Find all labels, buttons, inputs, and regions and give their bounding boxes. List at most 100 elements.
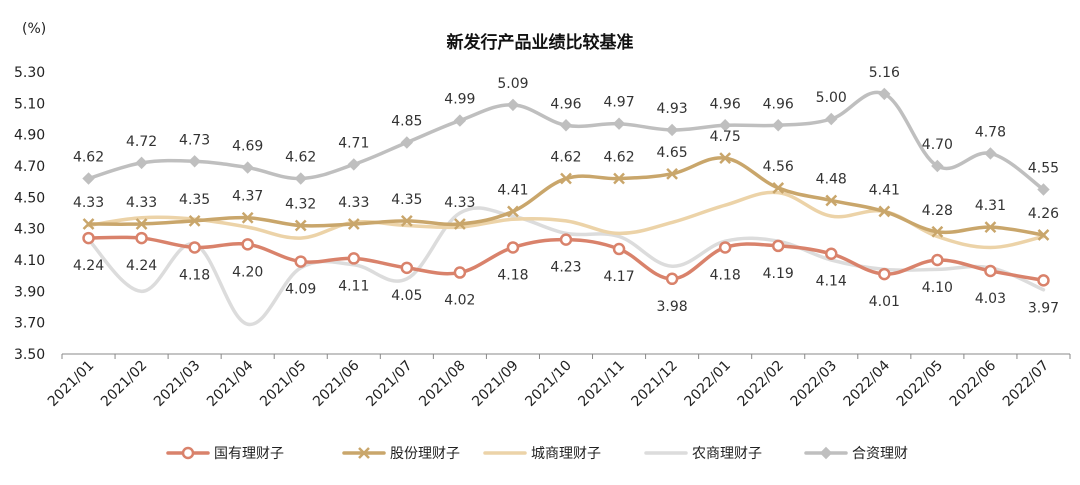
- x-tick-label: 2022/06: [947, 357, 1000, 410]
- series-4-marker: [135, 156, 148, 170]
- data-label: 3.97: [1028, 300, 1059, 316]
- legend-label: 合资理财: [852, 446, 908, 462]
- data-label: 4.35: [391, 192, 422, 208]
- data-label: 4.32: [285, 197, 316, 213]
- x-tick-label: 2021/08: [416, 358, 468, 410]
- legend-item: 国有理财子: [166, 446, 284, 462]
- data-label: 4.48: [816, 171, 847, 187]
- series-4-marker: [506, 98, 520, 112]
- x-tick-label: 2021/05: [257, 358, 309, 410]
- series-1-marker: [984, 221, 997, 233]
- data-label: 4.10: [922, 280, 953, 296]
- x-tick-label: 2021/09: [469, 358, 521, 410]
- data-label: 4.99: [444, 92, 475, 108]
- data-label: 4.01: [869, 294, 900, 310]
- y-tick-label: 3.70: [14, 316, 45, 332]
- series-4-marker: [612, 117, 626, 130]
- series-0-marker: [1037, 274, 1050, 287]
- data-label: 4.78: [975, 124, 1006, 140]
- y-tick-label: 4.90: [14, 128, 45, 144]
- series-4-marker: [1037, 183, 1050, 196]
- series-1-marker: [358, 447, 370, 459]
- data-label: 4.26: [1028, 206, 1059, 222]
- y-tick-label: 5.30: [14, 65, 45, 81]
- x-tick-label: 2021/01: [45, 358, 97, 410]
- y-tick-label: 4.70: [14, 159, 45, 175]
- legend-label: 股份理财子: [390, 446, 460, 462]
- series-1-marker: [719, 152, 732, 165]
- series-4-marker: [347, 158, 360, 171]
- data-label: 4.33: [444, 195, 475, 211]
- data-label: 4.41: [497, 182, 528, 198]
- data-label: 4.56: [763, 159, 794, 175]
- series-4-marker: [188, 155, 201, 168]
- series-1-marker: [1037, 229, 1050, 241]
- y-tick-label: 5.10: [14, 96, 45, 112]
- data-label: 4.62: [73, 150, 104, 166]
- x-tick-label: 2022/05: [894, 358, 946, 410]
- series-1-marker: [825, 194, 838, 207]
- data-label: 4.24: [73, 258, 104, 274]
- data-label: 4.31: [975, 198, 1006, 214]
- chart-title: 新发行产品业绩比较基准: [447, 32, 634, 53]
- series-4-marker: [984, 147, 997, 160]
- data-label: 4.96: [763, 96, 794, 112]
- series-0: [82, 231, 1050, 287]
- series-0-marker: [559, 233, 573, 246]
- series-0-marker: [931, 253, 944, 267]
- legend-item: 农商理财子: [644, 446, 762, 462]
- data-label: 4.18: [179, 267, 210, 283]
- data-label: 5.00: [816, 90, 847, 106]
- series-0-marker: [82, 231, 95, 245]
- series-0-marker: [612, 242, 626, 256]
- series-1-marker: [613, 172, 625, 185]
- series-1-marker: [294, 219, 307, 232]
- series-4-marker: [294, 172, 307, 185]
- series-1-marker: [135, 218, 148, 230]
- data-label: 4.70: [922, 137, 953, 153]
- series-0-marker: [771, 239, 785, 253]
- data-label: 4.97: [603, 95, 634, 111]
- x-tick-label: 2022/03: [788, 358, 840, 410]
- data-label: 5.16: [869, 65, 900, 81]
- x-tick-label: 2022/01: [682, 358, 734, 410]
- data-label: 4.96: [550, 96, 581, 112]
- data-label: 5.09: [497, 76, 528, 92]
- series-1-marker: [82, 218, 95, 230]
- series-0-marker: [984, 264, 997, 278]
- series-1-marker: [400, 214, 413, 227]
- series-1-marker: [188, 214, 201, 227]
- series-4-marker: [931, 159, 944, 173]
- data-label: 4.37: [232, 189, 263, 205]
- data-label: 4.62: [550, 150, 581, 166]
- series-3-line: [86, 206, 1046, 326]
- legend-label: 国有理财子: [214, 446, 284, 462]
- data-label: 4.18: [710, 267, 741, 283]
- series-1-marker: [931, 225, 944, 238]
- series-0-marker: [718, 241, 732, 254]
- series-4: [82, 87, 1050, 196]
- series-1-marker: [878, 205, 891, 218]
- series-0-marker: [878, 267, 891, 281]
- x-tick-label: 2021/02: [98, 358, 150, 410]
- series-4-marker: [772, 119, 785, 132]
- data-label: 4.62: [603, 150, 634, 166]
- data-label: 4.85: [391, 114, 422, 130]
- data-label: 4.96: [710, 96, 741, 112]
- x-tick-label: 2021/04: [204, 357, 257, 410]
- series-1-marker: [454, 218, 466, 230]
- series-0-marker: [188, 241, 201, 254]
- data-label: 4.75: [710, 129, 741, 145]
- series-0-marker: [135, 231, 148, 245]
- data-label: 3.98: [657, 299, 688, 315]
- series-4-marker: [400, 136, 414, 149]
- series-4-marker: [878, 87, 891, 101]
- data-label: 4.41: [869, 182, 900, 198]
- data-label: 4.19: [763, 266, 794, 282]
- data-label: 4.62: [285, 150, 316, 166]
- data-label: 4.71: [338, 135, 369, 151]
- series-1-marker: [241, 211, 254, 224]
- series-1-marker: [772, 182, 785, 194]
- x-tick-label: 2022/02: [735, 358, 787, 410]
